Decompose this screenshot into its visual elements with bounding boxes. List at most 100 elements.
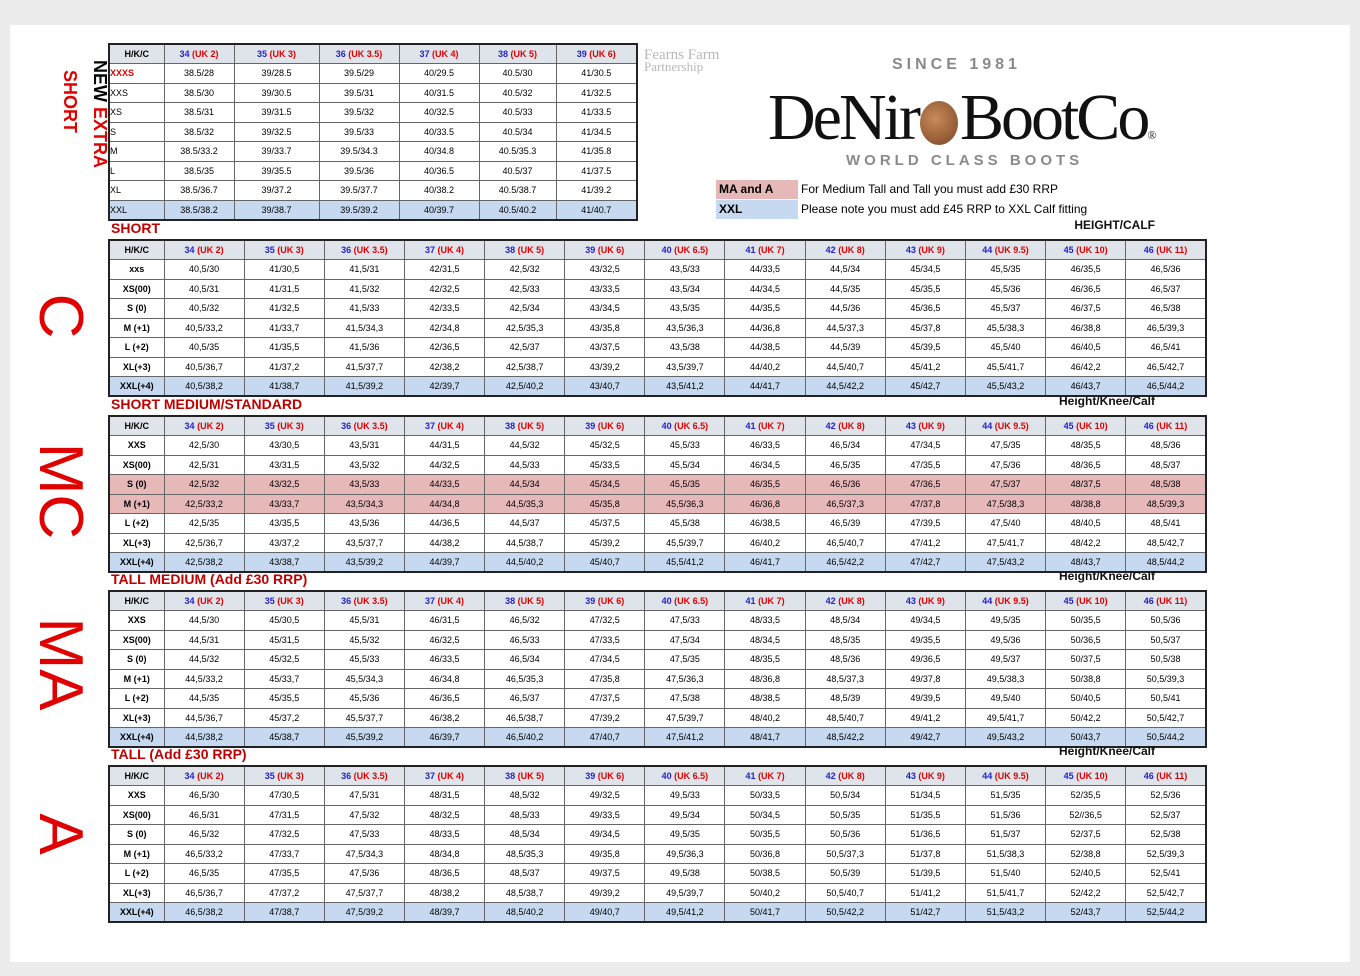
size-row: XS(00) 40,5/31 41/31,5 41,5/32 42/32,5 42,5/3…: [108, 278, 1207, 299]
measurement: 51/36,5: [884, 824, 966, 845]
size-header: 42 (UK 8): [804, 239, 886, 260]
measurement: 47/32,5: [243, 824, 325, 845]
size-row: S 38.5/32 39/32.5 39.5/33 40/33.5 40.5/34 41/3…: [108, 121, 638, 142]
uk-size: (UK 6.5): [674, 596, 709, 606]
measurement: 44,5/42,2: [804, 376, 886, 397]
uk-size: (UK 3.5): [348, 49, 383, 59]
measurement: 48,5/33: [484, 804, 566, 825]
measurement: 40/29.5: [398, 63, 480, 84]
row-label: S (0): [108, 824, 165, 845]
measurement: 46,5/42,2: [804, 552, 886, 573]
measurement: 48/41,7: [724, 727, 806, 748]
measurement: 48,5/39: [804, 688, 886, 709]
measurement: 45/37,8: [884, 317, 966, 338]
measurement: 43,5/36,3: [644, 317, 726, 338]
measurement: 38.5/35: [163, 160, 235, 181]
measurement: 52/43,7: [1045, 902, 1127, 923]
measurement: 45,5/41,7: [964, 356, 1047, 377]
size: 46: [1143, 421, 1154, 431]
measurement: 49,5/40: [964, 688, 1047, 709]
section-title: TALL (Add £30 RRP): [111, 746, 247, 762]
size-header: 34 (UK 2): [163, 415, 245, 436]
measurement: 49,5/36,3: [644, 843, 726, 864]
size-row: M (+1) 40,5/33,2 41/33,7 41,5/34,3 42/34,8 42…: [108, 317, 1207, 338]
side-line: NEW EXTRA: [89, 60, 110, 210]
size-header: 44 (UK 9.5): [964, 239, 1047, 260]
uk-size: (UK 10): [1076, 245, 1108, 255]
size-header: 36 (UK 3.5): [318, 43, 400, 64]
measurement: 48/36,8: [724, 668, 806, 689]
row-label: S (0): [108, 649, 165, 670]
measurement: 48/34,5: [724, 629, 806, 650]
measurement: 38.5/28: [163, 63, 235, 84]
measurement: 47/39,2: [564, 707, 646, 728]
measurement: 44/36,5: [403, 513, 486, 534]
measurement: 41/32.5: [555, 82, 638, 103]
measurement: 49/37,5: [564, 863, 646, 884]
row-label: XXL: [108, 199, 165, 220]
size-row: XXL(+4) 46,5/38,2 47/38,7 47,5/39,2 48/39,7 4…: [108, 902, 1207, 923]
size-header: 36 (UK 3.5): [323, 765, 405, 786]
size: 34: [184, 771, 195, 781]
measurement: 48,5/37: [484, 863, 566, 884]
header-row: H/K/C 34 (UK 2) 35 (UK 3) 36 (UK 3.5) 37 (UK…: [108, 415, 1207, 436]
measurement: 43,5/35: [644, 298, 726, 319]
measurement: 52//36,5: [1045, 804, 1127, 825]
measurement: 45/32,5: [564, 435, 646, 456]
uk-size: (UK 3.5): [353, 421, 388, 431]
measurement: 41/32,5: [243, 298, 325, 319]
tagline: WORLD CLASS BOOTS: [846, 152, 1084, 169]
size-row: XL(+3) 44,5/36,7 45/37,2 45,5/37,7 46/38,2 46…: [108, 707, 1207, 728]
measurement: 47,5/37,7: [323, 882, 405, 903]
measurement: 46,5/40,2: [484, 727, 566, 748]
measurement: 48,5/34: [804, 610, 886, 631]
uk-size: (UK 8): [838, 421, 865, 431]
size-header: 40 (UK 6.5): [644, 239, 726, 260]
measurement: 49,5/35: [644, 824, 726, 845]
measurement: 47/32,5: [564, 610, 646, 631]
size-header: 36 (UK 3.5): [323, 415, 405, 436]
measurement: 47/41,2: [884, 532, 966, 553]
measurement: 52,5/36: [1125, 785, 1207, 806]
measurement: 45/40,7: [564, 552, 646, 573]
uk-size: (UK 9): [918, 596, 945, 606]
measurement: 47/40,7: [564, 727, 646, 748]
measurement: 46,5/35: [804, 454, 886, 475]
size-row: XXXS 38.5/28 39/28.5 39.5/29 40/29.5 40.5/30 4…: [108, 63, 638, 84]
size-row: XL 38.5/36.7 39/37.2 39.5/37.7 40/38.2 40.5/3…: [108, 180, 638, 201]
measurement: 43,5/39,2: [323, 552, 405, 573]
measurement: 47/37,8: [884, 493, 966, 514]
measurement: 46,5/41: [1125, 337, 1207, 358]
uk-size: (UK 3): [277, 245, 304, 255]
size: 35: [264, 596, 275, 606]
measurement: 43,5/37,7: [323, 532, 405, 553]
uk-size: (UK 9.5): [994, 245, 1029, 255]
uk-size: (UK 7): [758, 245, 785, 255]
uk-size: (UK 3): [277, 596, 304, 606]
size: 36: [335, 49, 346, 59]
measurement: 50/33,5: [724, 785, 806, 806]
uk-size: (UK 3.5): [353, 596, 388, 606]
measurement: 46/34,5: [724, 454, 806, 475]
size: 46: [1143, 245, 1154, 255]
size-header: 34 (UK 2): [163, 765, 245, 786]
measurement: 43,5/34,3: [323, 493, 405, 514]
measurement: 47/33,7: [243, 843, 325, 864]
measurement: 40.5/35.3: [478, 141, 557, 162]
size-row: XXL 38.5/38.2 39/38.7 39.5/39.2 40/39.7 40.5/…: [108, 199, 638, 220]
measurement: 49/40,7: [564, 902, 646, 923]
measurement: 48,5/41: [1125, 513, 1207, 534]
uk-size: (UK 6.5): [674, 245, 709, 255]
measurement: 48,5/38: [1125, 474, 1207, 495]
uk-size: (UK 10): [1076, 596, 1108, 606]
measurement: 49/33,5: [564, 804, 646, 825]
size-row: XXL(+4) 40,5/38,2 41/38,7 41,5/39,2 42/39,7 4…: [108, 376, 1207, 397]
measurement: 40,5/35: [163, 337, 245, 358]
measurement: 45,5/33: [323, 649, 405, 670]
measurement: 42/31,5: [403, 259, 486, 280]
measurement: 46/39,7: [403, 727, 486, 748]
measurement: 46/40,2: [724, 532, 806, 553]
note-text: For Medium Tall and Tall you must add £3…: [801, 182, 1059, 196]
size: 34: [184, 596, 195, 606]
measurement: 43/37,5: [564, 337, 646, 358]
